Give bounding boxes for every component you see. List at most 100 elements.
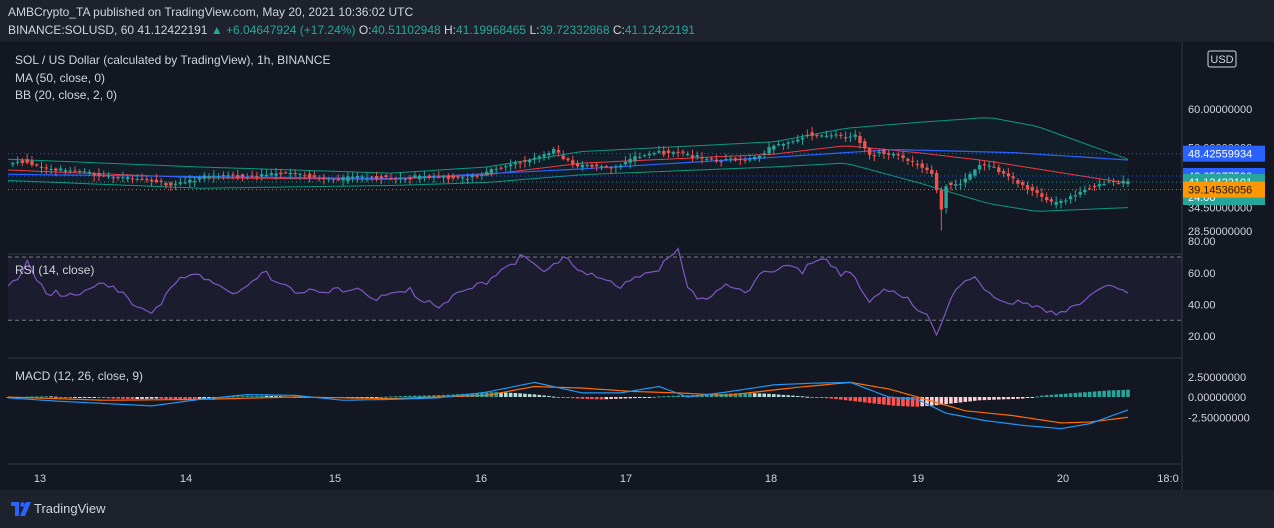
candle[interactable] — [283, 172, 288, 174]
macd-histogram-bar[interactable] — [121, 397, 125, 399]
macd-histogram-bar[interactable] — [1102, 390, 1106, 397]
macd-histogram-bar[interactable] — [571, 397, 575, 399]
candle[interactable] — [556, 149, 561, 153]
macd-histogram-bar[interactable] — [82, 397, 87, 398]
candle[interactable] — [834, 134, 838, 136]
macd-histogram-bar[interactable] — [934, 397, 939, 406]
macd-histogram-bar[interactable] — [97, 397, 101, 398]
candle[interactable] — [508, 164, 513, 167]
candle[interactable] — [231, 174, 235, 176]
candle[interactable] — [666, 150, 671, 153]
candle[interactable] — [130, 178, 135, 180]
macd-histogram-bar[interactable] — [197, 397, 202, 400]
macd-histogram-bar[interactable] — [767, 393, 771, 397]
macd-histogram-bar[interactable] — [609, 397, 613, 399]
candle[interactable] — [1102, 184, 1106, 185]
candle[interactable] — [906, 158, 910, 161]
candle[interactable] — [322, 177, 326, 179]
candle[interactable] — [1083, 190, 1087, 193]
macd-histogram-bar[interactable] — [714, 394, 719, 397]
macd-histogram-bar[interactable] — [446, 394, 451, 397]
macd-histogram-bar[interactable] — [661, 396, 666, 398]
macd-histogram-bar[interactable] — [705, 394, 709, 398]
candle[interactable] — [1068, 196, 1073, 200]
candle[interactable] — [494, 168, 498, 170]
candle[interactable] — [1001, 171, 1006, 174]
macd-histogram-bar[interactable] — [594, 397, 599, 400]
macd-histogram-bar[interactable] — [441, 394, 446, 397]
time-axis-label[interactable]: 16 — [475, 473, 487, 485]
candle[interactable] — [805, 135, 809, 136]
candle[interactable] — [145, 179, 149, 181]
macd-histogram-bar[interactable] — [1040, 395, 1044, 397]
macd-histogram-bar[interactable] — [54, 396, 58, 398]
macd-histogram-bar[interactable] — [1092, 391, 1097, 398]
macd-histogram-bar[interactable] — [532, 394, 537, 397]
macd-histogram-bar[interactable] — [130, 397, 135, 399]
macd-histogram-bar[interactable] — [752, 393, 757, 397]
macd-histogram-bar[interactable] — [1044, 395, 1049, 397]
macd-histogram-bar[interactable] — [939, 397, 944, 405]
candle[interactable] — [1021, 182, 1025, 185]
candle[interactable] — [15, 161, 20, 163]
macd-histogram-bar[interactable] — [968, 397, 972, 402]
macd-histogram-bar[interactable] — [1068, 393, 1073, 397]
macd-histogram-bar[interactable] — [240, 396, 245, 398]
candle[interactable] — [1078, 191, 1082, 195]
candle[interactable] — [743, 159, 747, 161]
macd-histogram-bar[interactable] — [111, 397, 116, 399]
macd-histogram-bar[interactable] — [618, 397, 623, 399]
candle[interactable] — [446, 176, 451, 179]
candle[interactable] — [915, 164, 920, 166]
candle[interactable] — [585, 164, 589, 166]
macd-histogram-bar[interactable] — [997, 397, 1001, 400]
candle[interactable] — [427, 175, 431, 178]
macd-histogram-bar[interactable] — [776, 394, 781, 398]
macd-histogram-bar[interactable] — [781, 394, 786, 397]
macd-histogram-bar[interactable] — [925, 397, 929, 406]
macd-histogram-bar[interactable] — [188, 397, 192, 400]
candle[interactable] — [164, 183, 168, 186]
macd-histogram-bar[interactable] — [1073, 392, 1078, 397]
candle[interactable] — [87, 171, 92, 173]
candle[interactable] — [25, 159, 29, 163]
macd-histogram-bar[interactable] — [1107, 390, 1111, 397]
macd-axis-label[interactable]: -2.50000000 — [1188, 412, 1250, 424]
candle[interactable] — [422, 176, 427, 178]
macd-histogram-bar[interactable] — [1035, 396, 1039, 398]
candle[interactable] — [475, 175, 479, 177]
candle[interactable] — [963, 178, 967, 183]
candle[interactable] — [590, 164, 594, 167]
macd-histogram-bar[interactable] — [791, 395, 795, 397]
macd-histogram-bar[interactable] — [149, 397, 154, 399]
macd-histogram-bar[interactable] — [44, 396, 49, 398]
price-tag-label[interactable]: 48.42559934 — [1188, 149, 1252, 161]
candle[interactable] — [595, 164, 599, 167]
macd-histogram-bar[interactable] — [556, 397, 561, 398]
macd-histogram-bar[interactable] — [250, 396, 254, 397]
candle[interactable] — [858, 136, 862, 143]
candle[interactable] — [54, 168, 58, 171]
candle[interactable] — [193, 180, 197, 182]
candle[interactable] — [456, 176, 460, 178]
candle[interactable] — [901, 155, 905, 159]
candle[interactable] — [126, 177, 130, 179]
macd-line[interactable] — [7, 381, 1129, 430]
macd-histogram-bar[interactable] — [944, 397, 948, 405]
price-pane[interactable] — [7, 117, 1182, 231]
candle[interactable] — [719, 161, 723, 163]
tradingview-logo-icon[interactable] — [10, 501, 32, 517]
candle[interactable] — [513, 162, 518, 165]
macd-histogram-bar[interactable] — [1078, 392, 1082, 397]
macd-histogram-bar[interactable] — [1049, 394, 1054, 397]
price-axis[interactable]: 28.5000000034.5000000042.5000000050.0000… — [1183, 104, 1265, 424]
candle[interactable] — [872, 155, 876, 157]
macd-histogram-bar[interactable] — [207, 397, 211, 399]
candle[interactable] — [30, 160, 34, 166]
candle[interactable] — [1107, 181, 1111, 183]
macd-histogram-bar[interactable] — [1116, 390, 1121, 397]
macd-histogram-bar[interactable] — [164, 397, 168, 399]
candle[interactable] — [638, 156, 642, 158]
candle[interactable] — [939, 190, 944, 210]
candle[interactable] — [403, 178, 407, 180]
